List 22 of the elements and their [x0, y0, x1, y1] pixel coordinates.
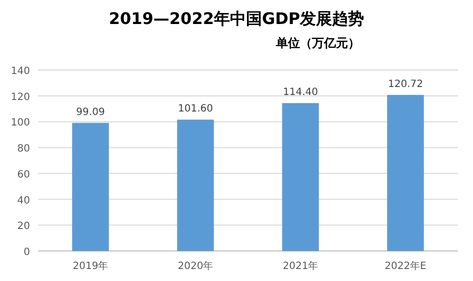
data-label: 120.72: [388, 78, 423, 90]
data-label: 114.40: [283, 87, 318, 98]
y-tick-label: 40: [17, 195, 30, 206]
y-tick-label: 80: [17, 144, 30, 155]
y-tick-label: 60: [17, 169, 30, 180]
chart-subtitle: 单位（万亿元）: [275, 36, 360, 50]
y-tick-label: 120: [10, 92, 30, 103]
x-tick-label: 2020年: [178, 260, 214, 272]
bar: [72, 122, 109, 251]
y-tick-label: 20: [17, 221, 30, 232]
chart-title: 2019—2022年中国GDP发展趋势: [108, 9, 364, 28]
x-tick-label: 2019年: [72, 260, 108, 272]
y-tick-label: 140: [10, 66, 30, 77]
bar: [282, 103, 319, 251]
bar: [387, 94, 424, 251]
data-label: 99.09: [76, 106, 105, 118]
x-tick-label: 2021年: [282, 260, 318, 272]
data-label: 101.60: [178, 104, 213, 115]
bar: [177, 120, 214, 251]
x-tick-label: 2022年E: [384, 260, 426, 272]
y-tick-label: 100: [10, 118, 30, 129]
y-tick-label: 0: [24, 247, 30, 258]
